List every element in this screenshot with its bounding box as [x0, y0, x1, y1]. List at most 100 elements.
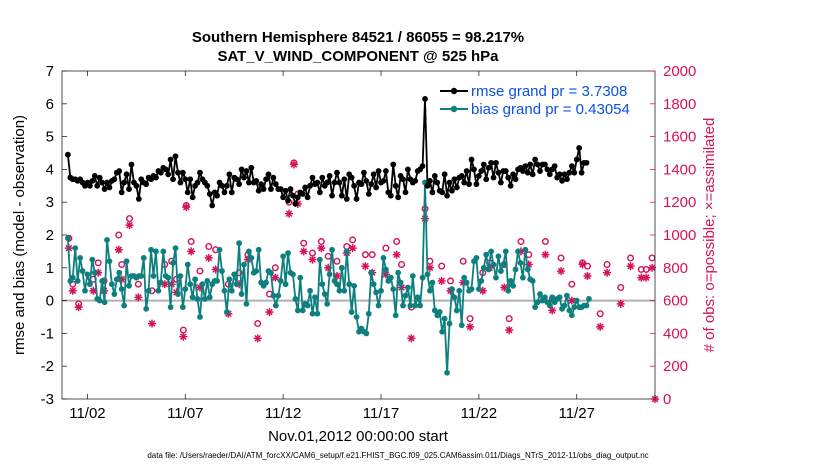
rmse-point — [483, 176, 490, 183]
rmse-point — [573, 156, 580, 163]
rmse-point — [395, 194, 402, 201]
obs-possible-marker — [642, 265, 650, 273]
rmse-point — [387, 192, 394, 199]
bias-point — [329, 246, 335, 253]
bias-point — [373, 289, 380, 296]
bias-point — [109, 281, 115, 288]
x-tick-label: 11/17 — [363, 405, 399, 422]
rmse-point — [226, 171, 233, 178]
bias-point — [483, 251, 490, 258]
obs-assimilated-marker — [578, 260, 587, 269]
bias-point — [167, 304, 174, 311]
bias-point — [316, 256, 323, 263]
rmse-point — [123, 171, 130, 178]
bias-point — [417, 302, 424, 309]
rmse-point — [583, 159, 590, 166]
bias-point — [184, 261, 191, 268]
x-tick-label: 11/02 — [69, 405, 105, 422]
rmse-point — [544, 166, 551, 173]
rmse-point — [434, 179, 441, 186]
rmse-point — [319, 174, 326, 181]
bias-point — [519, 274, 526, 281]
obs-assimilated-marker — [407, 334, 416, 343]
bias-point — [246, 248, 252, 255]
bias-point — [522, 246, 529, 253]
bias-point — [431, 307, 438, 314]
rmse-point — [316, 189, 323, 196]
bias-point — [549, 294, 556, 301]
bias-point — [241, 261, 247, 268]
bias-point — [346, 281, 353, 288]
rmse-point — [206, 191, 213, 197]
bias-point — [380, 255, 387, 261]
rmse-point — [478, 168, 485, 174]
rmse-point — [390, 161, 397, 168]
obs-assimilated-marker — [392, 250, 401, 259]
rmse-point — [468, 156, 475, 163]
obs-assimilated-marker — [616, 299, 625, 308]
bias-point — [270, 292, 277, 299]
rmse-point — [187, 176, 194, 183]
bias-point — [153, 248, 159, 255]
rmse-point — [370, 171, 377, 178]
obs-possible-marker — [300, 239, 308, 247]
bias-point — [583, 302, 590, 309]
bias-point — [236, 240, 243, 247]
legend-bias-label: bias grand pr = 0.43054 — [471, 101, 630, 118]
rmse-point — [495, 169, 502, 176]
obs-possible-marker — [517, 238, 525, 246]
bias-point — [368, 269, 375, 276]
obs-assimilated-marker — [187, 247, 196, 256]
obs-possible-marker — [557, 254, 565, 262]
rmse-point — [497, 179, 504, 186]
obs-assimilated-marker — [567, 296, 576, 305]
rmse-point — [343, 196, 350, 202]
rmse-point — [365, 191, 372, 197]
rmse-point — [382, 168, 389, 174]
obs-possible-marker — [596, 310, 604, 318]
bias-point — [473, 255, 480, 261]
right-tick-label: 800 — [663, 260, 688, 277]
obs-possible-marker — [398, 261, 406, 269]
rmse-point — [522, 163, 529, 170]
bias-point — [223, 309, 230, 315]
bias-point — [226, 276, 233, 283]
bias-point — [187, 281, 194, 288]
right-tick-label: 1600 — [663, 129, 696, 146]
bias-point — [424, 271, 431, 278]
bias-point — [334, 281, 340, 288]
bias-point — [382, 266, 389, 273]
bias-series-line — [67, 181, 590, 374]
rmse-point — [351, 182, 357, 189]
rmse-point — [157, 169, 164, 176]
bias-point — [568, 312, 575, 319]
rmse-point — [441, 171, 448, 178]
rmse-point — [375, 168, 382, 174]
left-tick-label: 3 — [46, 194, 54, 211]
bias-point — [263, 279, 269, 286]
rmse-point — [233, 176, 240, 183]
bias-point — [179, 304, 186, 311]
rmse-point — [143, 181, 150, 188]
y2-axis-label: # of obs: o=possible; ×=assimilated — [701, 118, 718, 353]
bias-point — [529, 278, 536, 284]
bias-point — [138, 273, 145, 279]
rmse-point — [248, 164, 255, 171]
left-tick-label: -2 — [41, 358, 54, 375]
obs-possible-marker — [254, 320, 262, 328]
rmse-point — [243, 168, 250, 174]
left-tick-label: -1 — [41, 325, 54, 342]
obs-assimilated-marker — [265, 308, 274, 317]
bias-point — [297, 274, 304, 281]
rmse-point — [542, 161, 548, 168]
obs-possible-marker — [134, 280, 142, 288]
rmse-point — [461, 179, 468, 186]
bias-point — [268, 269, 274, 276]
right-axis: 0 200 400 600 800 1000 1200 1400 1600 1800 2000 — [650, 63, 696, 408]
obs-assimilated-marker — [308, 255, 317, 264]
legend-bias-marker — [450, 105, 458, 113]
obs-assimilated-marker — [114, 245, 123, 254]
bias-point — [363, 330, 370, 337]
bias-point — [304, 302, 311, 309]
